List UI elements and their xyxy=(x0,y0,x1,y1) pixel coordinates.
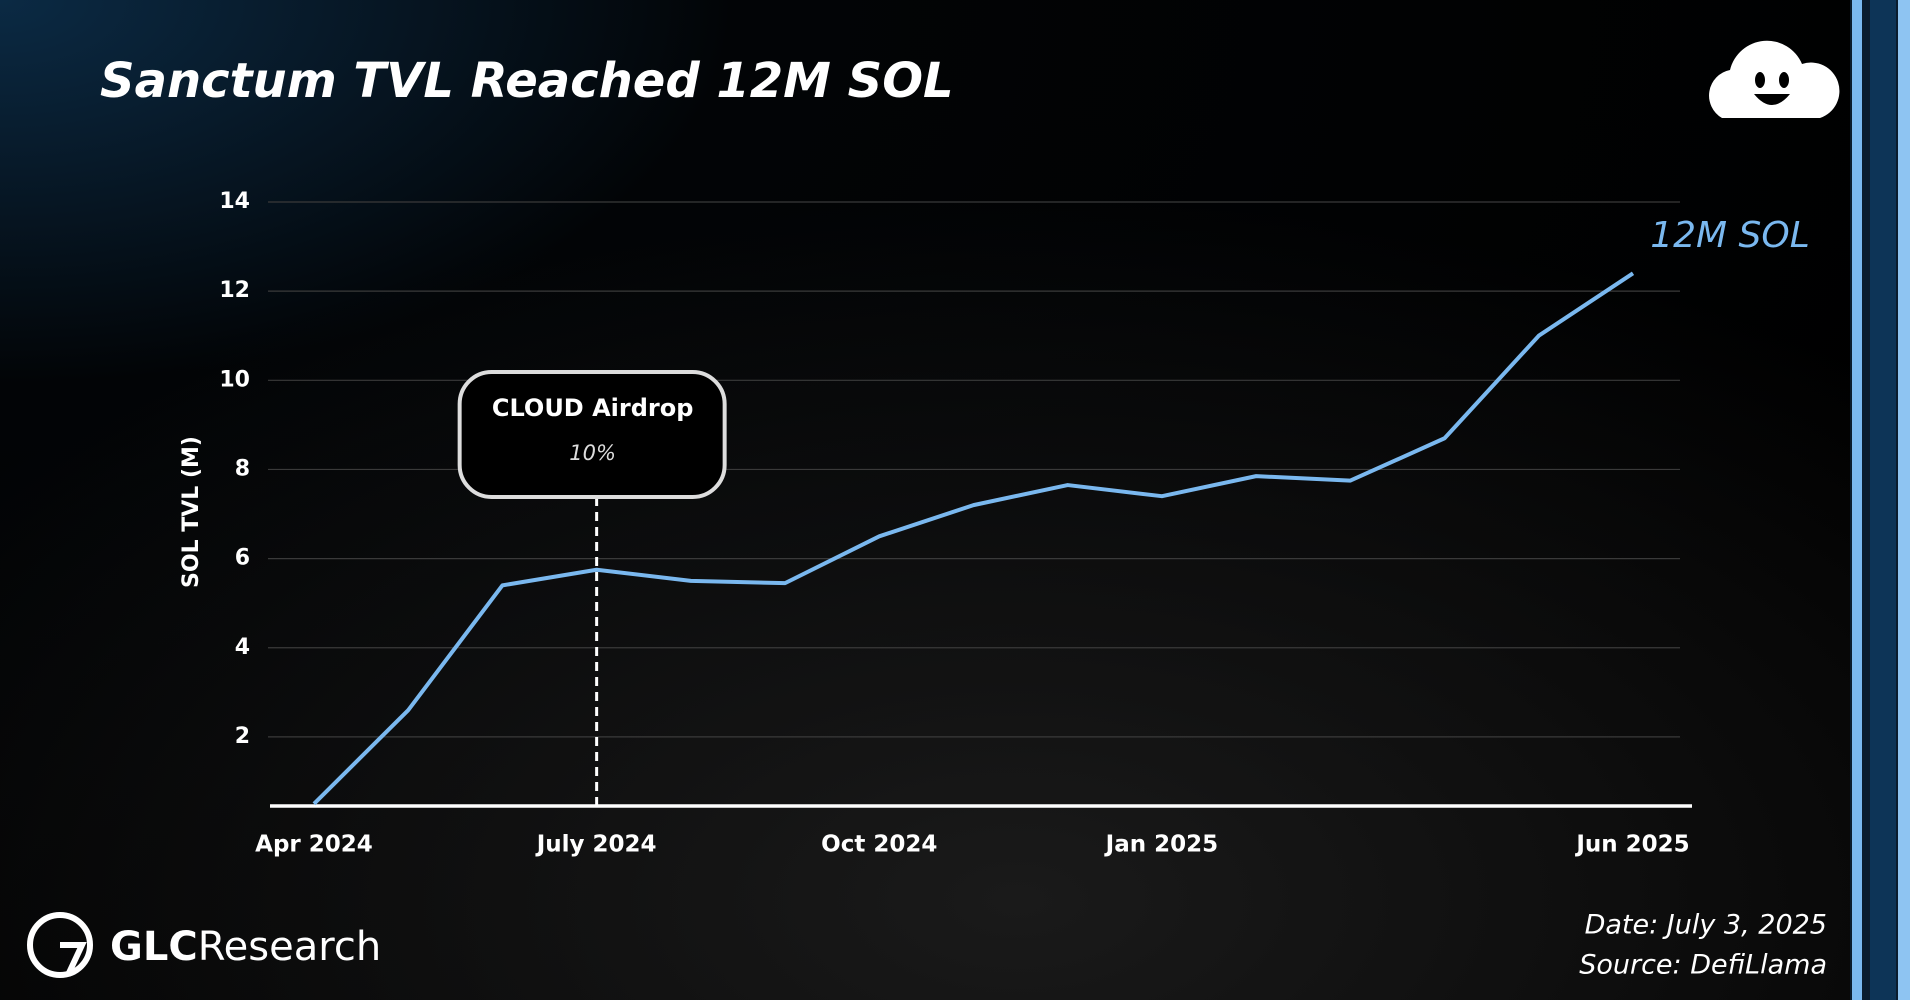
cloud-logo xyxy=(1709,40,1840,118)
annotation-text: 10% xyxy=(569,441,616,465)
y-tick-label: 10 xyxy=(219,367,250,392)
annotation-box xyxy=(457,370,727,499)
annotation-title: CLOUD Airdrop xyxy=(492,394,694,422)
x-tick-label: Oct 2024 xyxy=(821,832,937,858)
data-line xyxy=(312,271,1635,806)
side-stripe xyxy=(1870,0,1896,1000)
x-tick-label: July 2024 xyxy=(535,832,657,858)
source: Source: DefiLlama xyxy=(1579,950,1827,981)
background-glow xyxy=(0,0,1850,1000)
chart-title: Sanctum TVL Reached 12M SOL xyxy=(100,53,954,109)
y-tick-label: 6 xyxy=(235,546,250,571)
brand: GLCResearch xyxy=(110,924,381,970)
y-tick-label: 14 xyxy=(219,189,250,214)
date: Date: July 3, 2025 xyxy=(1585,910,1827,941)
side-stripe xyxy=(1852,0,1862,1000)
y-tick-label: 12 xyxy=(219,278,250,303)
y-tick-label: 8 xyxy=(235,456,250,481)
x-tick-label: Jun 2025 xyxy=(1574,832,1689,858)
brand-light: Research xyxy=(198,924,381,970)
end-label: 12M SOL xyxy=(1650,215,1810,256)
y-tick-label: 2 xyxy=(235,724,250,749)
glc-logo xyxy=(27,912,93,978)
x-tick-label: Jan 2025 xyxy=(1104,832,1218,858)
y-axis-label: SOL TVL (M) xyxy=(179,436,204,588)
y-tick-label: 4 xyxy=(235,635,250,660)
brand-bold: GLC xyxy=(110,924,198,970)
side-stripe xyxy=(1898,0,1910,1000)
x-tick-label: Apr 2024 xyxy=(255,832,373,858)
